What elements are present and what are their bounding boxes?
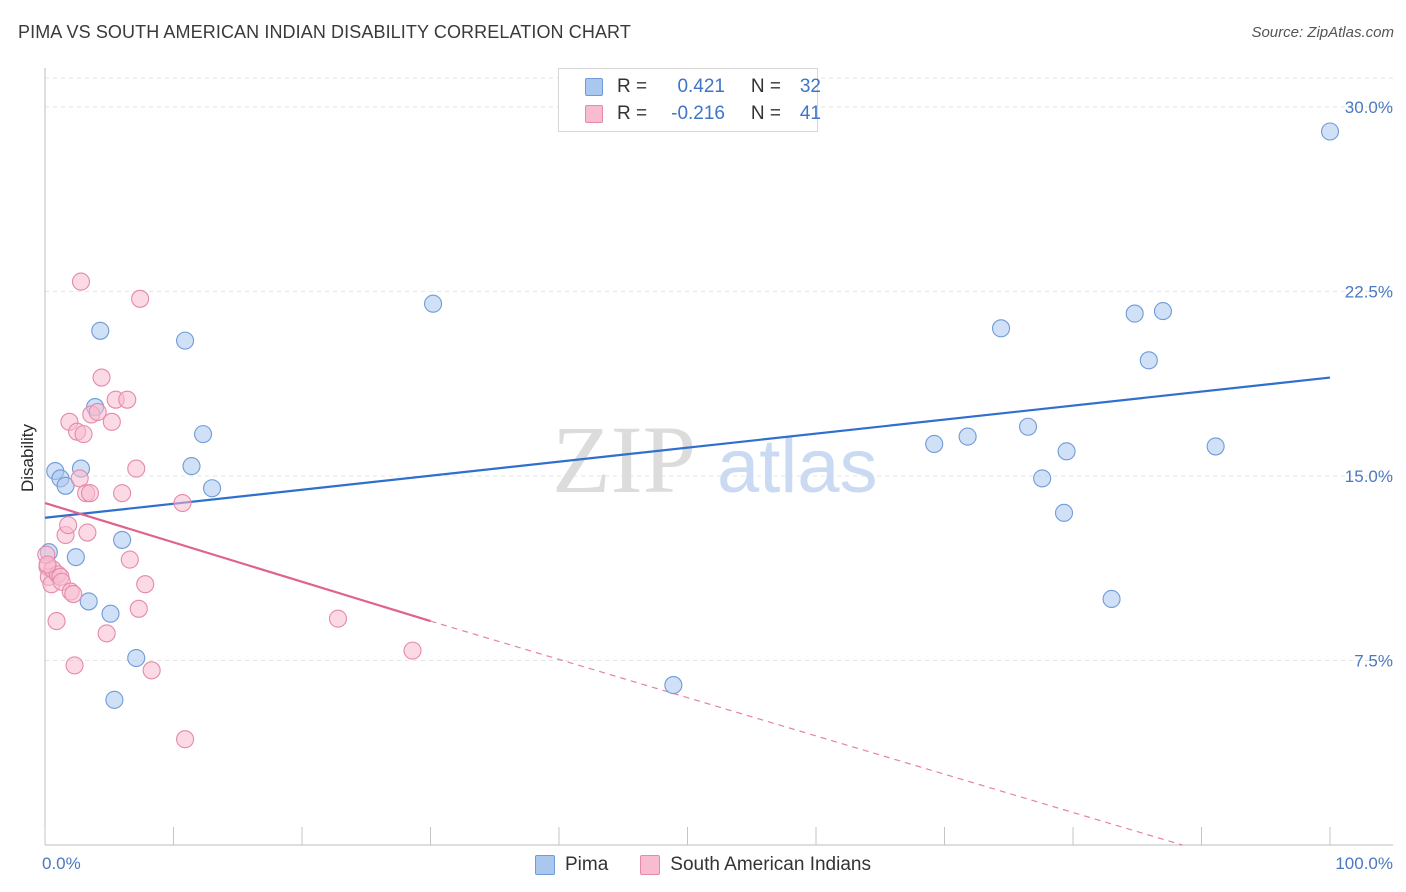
data-point-pima <box>1033 469 1052 488</box>
legend-n-value: 41 <box>799 103 821 124</box>
data-point-pima <box>91 321 110 340</box>
data-points <box>37 122 1340 749</box>
y-tick-label: 22.5% <box>1345 282 1393 301</box>
data-point-pima <box>203 479 222 498</box>
data-point-pima <box>925 434 944 454</box>
stats-legend: R = 0.421 N = 32 R = -0.216 N = 41 <box>558 68 821 132</box>
data-point-south-american-indians <box>80 484 100 503</box>
axes <box>44 68 1393 846</box>
data-point-pima <box>1139 351 1158 370</box>
data-point-pima <box>66 548 85 567</box>
data-point-pima <box>1102 589 1121 609</box>
data-point-pima <box>958 427 977 446</box>
data-point-south-american-indians <box>47 612 66 631</box>
y-axis-label: Disability <box>18 423 37 492</box>
tick-labels: 7.5% 15.0% 22.5% 30.0% 0.0% 100.0% <box>42 98 1393 873</box>
data-point-south-american-indians <box>97 624 116 643</box>
data-point-south-american-indians <box>65 656 84 675</box>
data-point-south-american-indians <box>102 412 121 431</box>
series-swatch-south-american-indians <box>640 855 661 875</box>
legend-row-south-american-indians: R = -0.216 N = 41 <box>585 101 821 127</box>
y-tick-label: 7.5% <box>1354 651 1393 670</box>
data-point-pima <box>1153 302 1172 321</box>
series-legend-label: Pima <box>565 854 609 875</box>
legend-r-label: R = <box>617 103 648 124</box>
data-point-south-american-indians <box>136 575 155 594</box>
data-point-south-american-indians <box>113 484 132 503</box>
data-point-south-american-indians <box>142 661 161 680</box>
trend-line-extension-1 <box>430 620 1183 846</box>
data-point-south-american-indians <box>173 493 192 513</box>
data-point-south-american-indians <box>118 390 137 409</box>
data-point-south-american-indians <box>127 459 146 478</box>
data-point-south-american-indians <box>92 368 111 387</box>
data-point-south-american-indians <box>403 641 422 660</box>
data-point-south-american-indians <box>78 523 97 542</box>
legend-r-value: -0.216 <box>671 103 725 124</box>
data-point-pima <box>113 530 132 549</box>
trend-lines <box>44 376 1331 846</box>
data-point-pima <box>127 648 146 668</box>
series-swatch-pima <box>535 855 555 875</box>
grid-lines <box>45 77 1393 661</box>
data-point-south-american-indians <box>328 609 348 628</box>
x-tick-label-max: 100.0% <box>1335 854 1393 873</box>
data-point-south-american-indians <box>59 516 78 535</box>
legend-n-value: 32 <box>799 76 821 97</box>
data-point-south-american-indians <box>71 272 91 291</box>
data-point-pima <box>194 425 213 444</box>
legend-n-label: N = <box>750 76 781 97</box>
data-point-pima <box>664 676 683 695</box>
data-point-pima <box>1320 122 1340 141</box>
legend-swatch-south-american-indians <box>585 105 603 123</box>
data-point-south-american-indians <box>88 402 107 422</box>
data-point-south-american-indians <box>120 550 139 569</box>
data-point-pima <box>1018 417 1038 436</box>
data-point-pima <box>1206 437 1225 456</box>
data-point-pima <box>424 294 443 313</box>
series-legend: Pima South American Indians <box>0 852 1406 878</box>
y-tick-label: 15.0% <box>1345 467 1393 486</box>
data-point-pima <box>1057 442 1076 461</box>
data-point-pima <box>105 690 124 709</box>
x-tick-label-min: 0.0% <box>42 854 81 873</box>
series-legend-item-south-american-indians[interactable]: South American Indians <box>640 854 871 876</box>
trend-line-1 <box>44 501 431 623</box>
legend-swatch-pima <box>585 78 603 96</box>
watermark-atlas: atlas <box>717 424 878 509</box>
legend-r-value: 0.421 <box>677 76 725 97</box>
data-point-south-american-indians <box>38 555 57 574</box>
data-point-pima <box>1054 503 1074 522</box>
data-point-pima <box>182 457 201 476</box>
source-label: Source: ZipAtlas.com <box>1251 24 1394 41</box>
data-point-south-american-indians <box>129 599 148 618</box>
data-point-pima <box>101 604 120 623</box>
data-point-pima <box>991 319 1011 338</box>
data-point-south-american-indians <box>131 289 150 308</box>
series-legend-label: South American Indians <box>670 854 871 875</box>
trend-line-0 <box>44 376 1331 519</box>
legend-n-label: N = <box>750 103 781 124</box>
y-tick-label: 30.0% <box>1345 98 1393 117</box>
data-point-south-american-indians <box>74 425 93 444</box>
data-point-pima <box>79 592 98 611</box>
data-point-pima <box>56 476 75 495</box>
data-point-pima <box>176 331 195 350</box>
data-point-south-american-indians <box>176 730 195 749</box>
legend-row-pima: R = 0.421 N = 32 <box>585 74 821 100</box>
data-point-pima <box>1125 304 1144 323</box>
series-legend-item-pima[interactable]: Pima <box>535 854 608 876</box>
chart-title: PIMA VS SOUTH AMERICAN INDIAN DISABILITY… <box>18 22 631 42</box>
data-point-south-american-indians <box>64 584 83 604</box>
legend-r-label: R = <box>617 76 648 97</box>
